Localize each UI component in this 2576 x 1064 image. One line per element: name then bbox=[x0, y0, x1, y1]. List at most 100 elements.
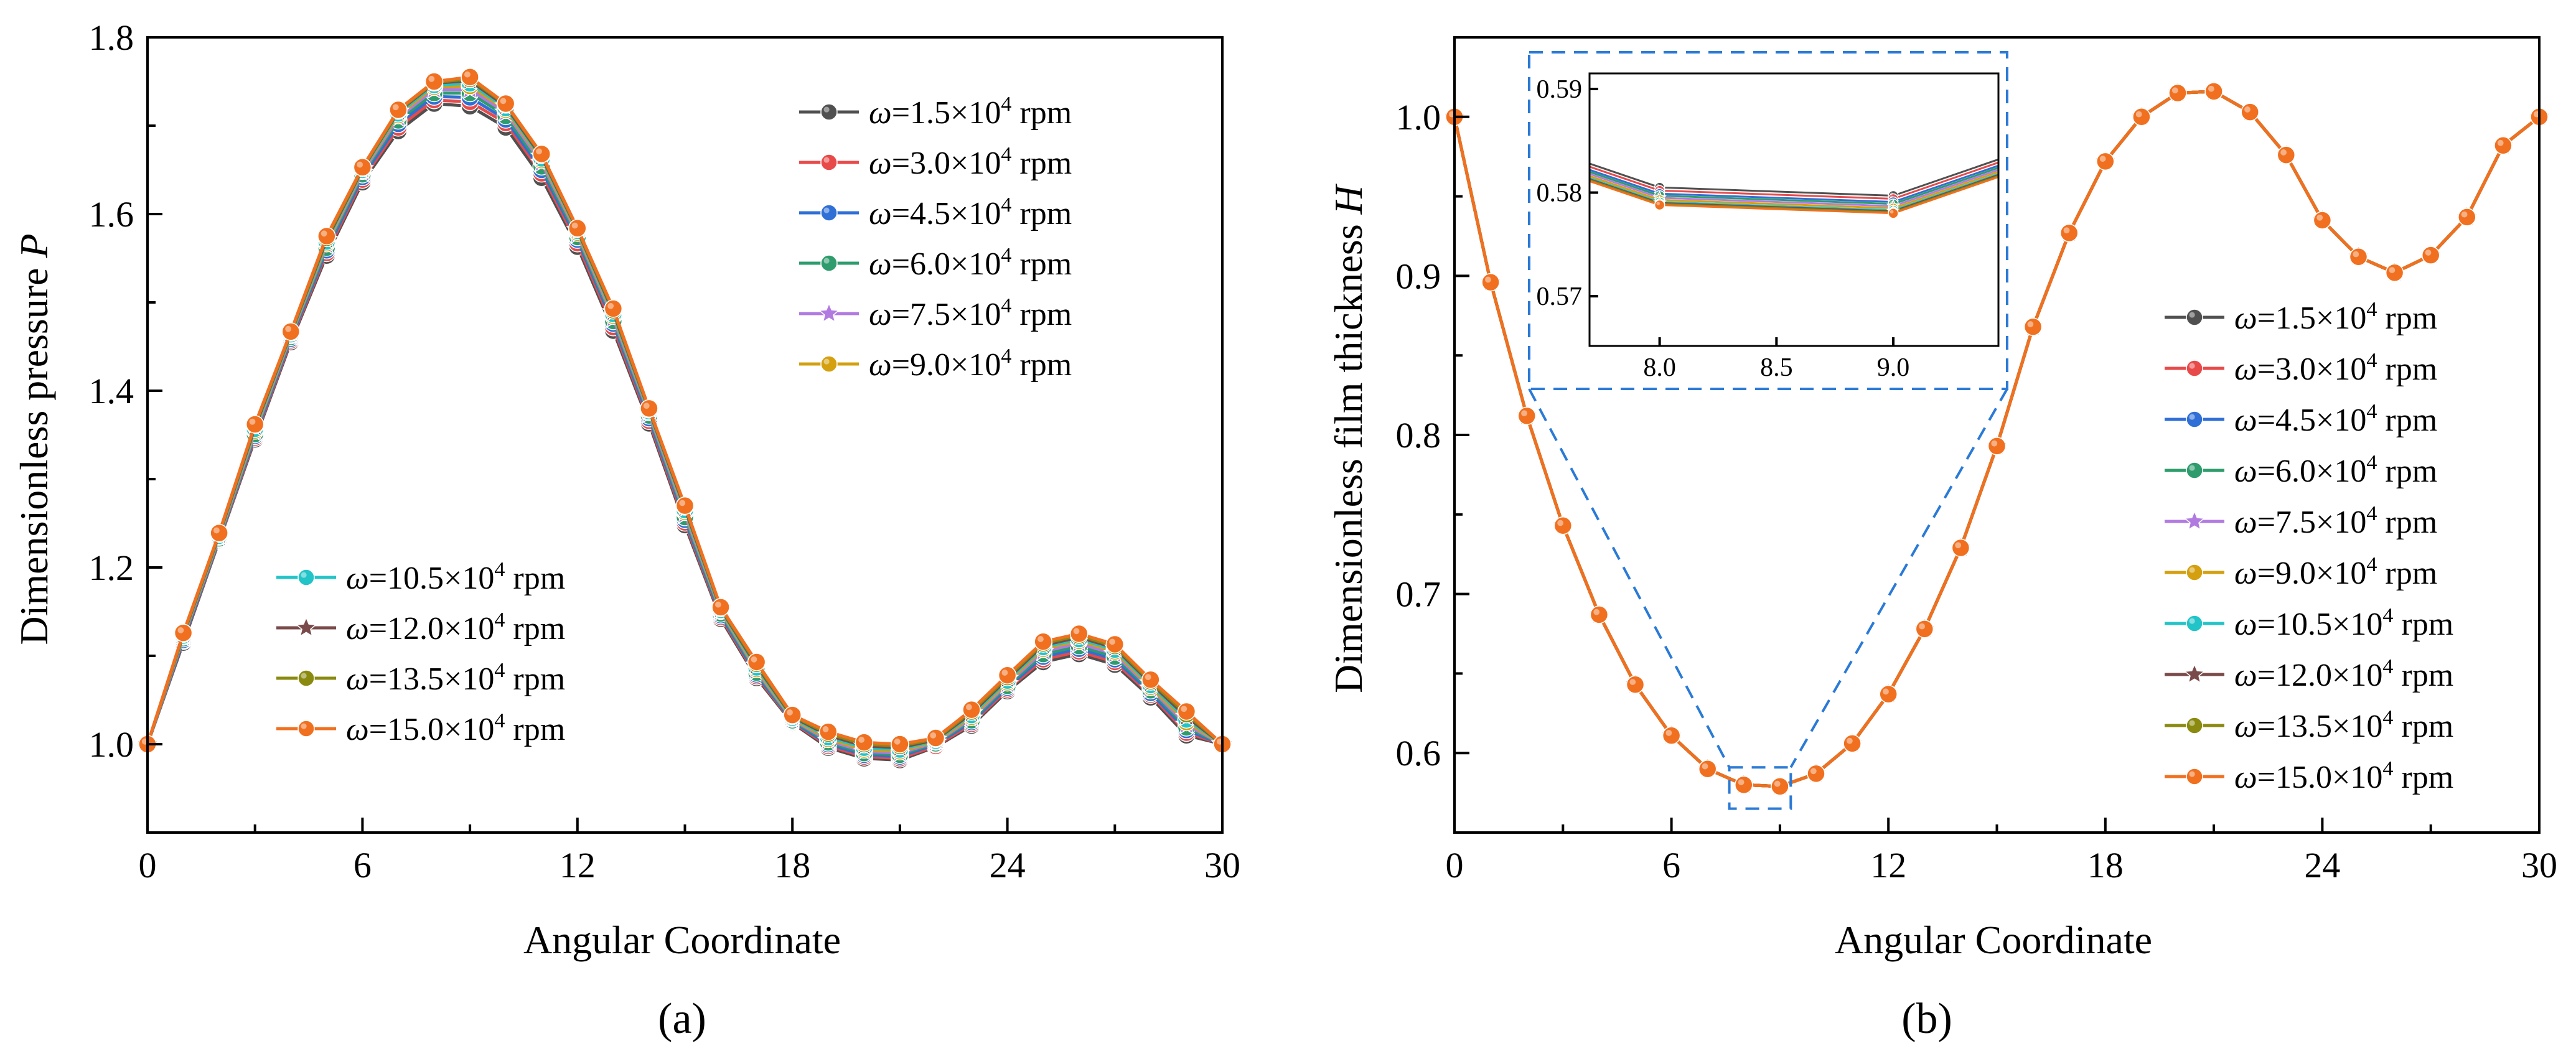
panel-b-data-point-highlight bbox=[1702, 763, 1708, 770]
panel-b-data-point bbox=[1735, 775, 1753, 795]
panel-b-data-point-highlight bbox=[2280, 149, 2287, 156]
legend-omega-symbol: ω bbox=[869, 146, 892, 181]
panel-b-data-point-highlight bbox=[2063, 227, 2070, 234]
panel-b-legend-entry-7.5: ω=7.5×104 rpm bbox=[2165, 502, 2437, 540]
panel-a-legend-marker-highlight bbox=[301, 572, 307, 578]
legend-omega-symbol: ω bbox=[2234, 658, 2257, 693]
zoom-connector-left bbox=[1528, 388, 1731, 768]
panel-a-legend-entry-7.5: ω=7.5×104 rpm bbox=[799, 294, 1072, 332]
panel-a-data-point bbox=[711, 598, 730, 617]
panel-a-data-point-highlight bbox=[285, 325, 291, 332]
panel-b-x-tick-label: 6 bbox=[1662, 845, 1680, 885]
legend-omega-symbol: ω bbox=[869, 196, 892, 231]
panel-b-label: (b) bbox=[1901, 995, 1952, 1043]
panel-b-data-point-highlight bbox=[2171, 87, 2178, 94]
panel-a-legend-label: ω=3.0×104 rpm bbox=[869, 143, 1072, 181]
inset-series-line-12.0 bbox=[1589, 174, 1999, 213]
panel-b-data-point-highlight bbox=[2389, 267, 2396, 273]
panel-a-data-point-highlight bbox=[249, 418, 256, 425]
panel-b-data-point-highlight bbox=[2461, 211, 2468, 218]
panel-b-legend-label: ω=10.5×104 rpm bbox=[2234, 604, 2453, 642]
panel-a-x-tick-label: 30 bbox=[1204, 845, 1240, 885]
panel-a-data-point-highlight bbox=[751, 656, 757, 663]
panel-b-data-point-highlight bbox=[1955, 542, 1962, 549]
panel-a-data-point bbox=[819, 722, 838, 741]
inset-series-group bbox=[1589, 158, 1999, 219]
legend-omega-symbol: ω bbox=[346, 561, 369, 596]
panel-b-axes: 0 6 12 18 24 30 0.6 0.7 0.8 0.9 1.0 bbox=[1396, 36, 2557, 885]
panel-b-data-point bbox=[1517, 406, 1536, 426]
panel-a-data-point-highlight bbox=[1001, 670, 1008, 676]
panel-a-y-tick-label: 1.6 bbox=[89, 194, 134, 235]
panel-a-legend-label: ω=9.0×104 rpm bbox=[869, 345, 1072, 383]
panel-a-legend-marker bbox=[295, 616, 317, 637]
inset-series-line-10.5 bbox=[1589, 173, 1999, 212]
panel-a-legend-marker bbox=[818, 302, 840, 323]
panel-a-data-point-highlight bbox=[1109, 638, 1115, 645]
panel-b-data-point-highlight bbox=[2027, 321, 2034, 327]
panel-a-data-point-highlight bbox=[213, 527, 220, 534]
panel-a-series-7.5 bbox=[136, 77, 1234, 763]
inset-series-line-4.5 bbox=[1589, 164, 1999, 203]
panel-b-legend-entry-4.5: ω=4.5×104 rpm bbox=[2165, 400, 2437, 438]
panel-b-x-tick-label: 0 bbox=[1446, 845, 1464, 885]
panel-a-chart: 0 6 12 18 24 301.01.21.41.61.8 ω=1.5×104 rpmω… bbox=[12, 17, 1240, 1043]
panel-b-data-point bbox=[2277, 146, 2296, 164]
panel-b-legend-entry-12.0: ω=12.0×104 rpm bbox=[2165, 655, 2453, 693]
panel-b-legend-marker bbox=[2186, 462, 2203, 479]
inset-series-line-7.5 bbox=[1589, 169, 1999, 207]
panel-b-data-point-highlight bbox=[1883, 688, 1889, 695]
panel-a-legend-label: ω=15.0×104 rpm bbox=[346, 709, 565, 747]
panel-a-legend-marker-highlight bbox=[823, 157, 830, 163]
panel-b-y-tick-label: 0.6 bbox=[1396, 733, 1441, 773]
panel-a-data-point bbox=[174, 623, 193, 642]
panel-b-series-group bbox=[1443, 79, 2551, 796]
panel-a-series-4.5 bbox=[138, 87, 1232, 766]
panel-b-data-point-highlight bbox=[2316, 214, 2323, 221]
panel-b-data-point bbox=[2168, 83, 2187, 103]
panel-b-data-point bbox=[2023, 317, 2043, 336]
panel-a-legend-marker bbox=[820, 154, 838, 171]
panel-a-data-point-highlight bbox=[822, 726, 829, 732]
panel-a-x-tick-label: 24 bbox=[990, 845, 1026, 885]
panel-a-legend-label: ω=4.5×104 rpm bbox=[869, 194, 1072, 231]
inset-x-tick-label: 8.5 bbox=[1760, 353, 1793, 382]
panel-b-data-point-highlight bbox=[1665, 729, 1672, 736]
panel-b-legend-label: ω=12.0×104 rpm bbox=[2234, 655, 2453, 693]
panel-b-inset-chart: 8.0 8.5 9.0 0.57 0.58 0.59 bbox=[1537, 72, 2000, 382]
panel-a-data-point bbox=[1069, 624, 1089, 643]
panel-b-legend-entry-3.0: ω=3.0×104 rpm bbox=[2165, 349, 2437, 387]
panel-a-legend-entry-9.0: ω=9.0×104 rpm bbox=[799, 345, 1072, 383]
panel-b-x-tick-label: 12 bbox=[1870, 845, 1906, 885]
panel-b-data-point-highlight bbox=[2208, 85, 2214, 92]
panel-b-x-tick-label: 24 bbox=[2304, 845, 2340, 885]
panel-a-legend-marker bbox=[297, 670, 315, 687]
legend-omega-symbol: ω bbox=[2234, 607, 2257, 642]
panel-a-data-point bbox=[461, 68, 479, 86]
panel-a-data-point bbox=[245, 415, 265, 434]
panel-b-data-point-highlight bbox=[2244, 106, 2250, 113]
panel-a-data-point-highlight bbox=[714, 601, 721, 608]
inset-data-point-highlight bbox=[1656, 202, 1660, 205]
inset-series-line-1.5 bbox=[1589, 158, 1999, 197]
panel-a-y-tick-label: 1.2 bbox=[89, 548, 134, 588]
panel-b-legend-label: ω=6.0×104 rpm bbox=[2234, 451, 2437, 489]
panel-a-legend-label: ω=12.0×104 rpm bbox=[346, 609, 565, 646]
inset-x-tick-label: 9.0 bbox=[1877, 353, 1910, 382]
panel-b-data-point-highlight bbox=[1593, 609, 1600, 615]
panel-b-legend-marker bbox=[2186, 564, 2203, 581]
panel-a-data-point-highlight bbox=[571, 222, 578, 229]
panel-b-data-point bbox=[1662, 726, 1681, 745]
panel-b-data-point-highlight bbox=[1810, 768, 1817, 775]
panel-a-data-point-highlight bbox=[177, 627, 184, 633]
panel-b-legend-label: ω=7.5×104 rpm bbox=[2234, 502, 2437, 540]
panel-a-legend-marker-highlight bbox=[823, 106, 830, 113]
panel-a-legend-marker-highlight bbox=[823, 207, 830, 213]
panel-b-x-tick-label: 30 bbox=[2521, 845, 2557, 885]
legend-omega-symbol: ω bbox=[2234, 709, 2257, 744]
panel-b-legend-marker-highlight bbox=[2189, 414, 2195, 420]
panel-b-y-tick-label: 1.0 bbox=[1396, 97, 1441, 138]
panel-b-x-tick-label: 18 bbox=[2087, 845, 2124, 885]
panel-a-legend-entry-15.0: ω=15.0×104 rpm bbox=[276, 709, 565, 747]
